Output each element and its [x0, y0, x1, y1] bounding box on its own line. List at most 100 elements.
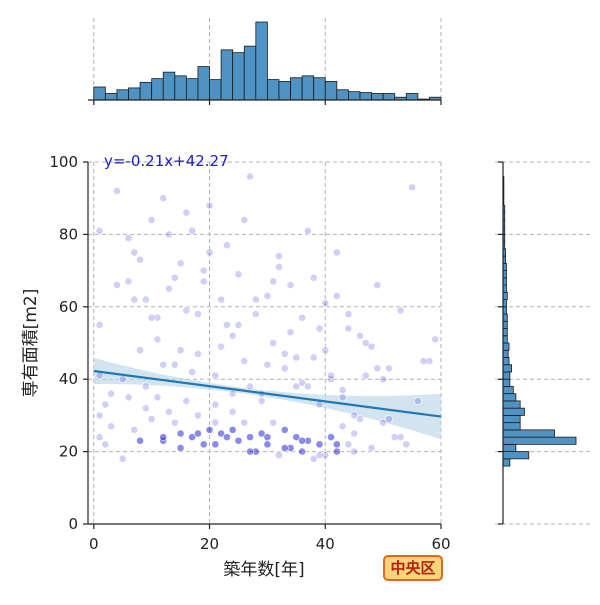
regression-equation: y=-0.21x+42.27	[104, 152, 229, 170]
right-hist-bar	[502, 342, 510, 351]
scatter-point	[188, 433, 197, 442]
scatter-point	[182, 306, 191, 315]
scatter-point	[182, 208, 191, 217]
scatter-point	[165, 284, 173, 293]
scatter-point	[217, 429, 225, 438]
scatter-point	[211, 371, 220, 380]
right-hist-bar	[502, 313, 508, 322]
right-hist-bar	[502, 458, 511, 467]
scatter-point	[246, 172, 254, 181]
scatter-point	[118, 375, 127, 384]
scatter-point	[222, 433, 231, 442]
scatter-point	[275, 252, 283, 261]
scatter-point	[269, 418, 278, 427]
scatter-point	[286, 328, 295, 337]
top-hist-bar	[162, 71, 176, 101]
right-hist-bar	[502, 349, 509, 358]
scatter-point	[153, 335, 162, 344]
grid-lines	[88, 161, 442, 525]
scatter-point	[159, 433, 168, 442]
scatter-point	[124, 277, 133, 286]
x-tick-label: 0	[89, 535, 99, 553]
right-hist-bar	[502, 378, 511, 387]
scatter-point	[332, 440, 341, 449]
top-hist-bar	[116, 89, 129, 101]
scatter-point	[136, 346, 144, 355]
top-hist-bar	[139, 81, 153, 101]
scatter-point	[124, 393, 133, 402]
scatter-point	[315, 324, 324, 333]
scatter-point	[205, 425, 214, 434]
scatter-point	[251, 295, 260, 304]
scatter-point	[246, 382, 254, 391]
scatter-point	[136, 436, 144, 445]
scatter-point	[269, 339, 278, 347]
scatter-point	[315, 440, 324, 449]
scatter-point	[390, 433, 399, 442]
scatter-point	[292, 353, 301, 362]
scatter-point	[263, 292, 272, 300]
scatter-point	[170, 360, 179, 369]
y-axis-title: 専有面積[m2]	[21, 289, 41, 398]
scatter-point	[327, 433, 335, 442]
scatter-point	[234, 320, 243, 329]
scatter-point	[194, 429, 202, 438]
scatter-point	[118, 454, 127, 463]
scatter-point	[95, 320, 104, 329]
scatter-point	[431, 335, 440, 344]
scatter-point	[147, 415, 156, 423]
scatter-point	[107, 422, 116, 431]
scatter-point	[228, 407, 237, 416]
scatter-point	[211, 418, 220, 427]
right-hist-bar	[502, 422, 521, 431]
y-tick-label: 40	[59, 370, 78, 388]
scatter-point	[344, 440, 353, 449]
scatter-point	[182, 397, 191, 405]
scatter-point	[413, 397, 422, 405]
scatter-point	[95, 226, 104, 235]
scatter-point	[141, 382, 150, 391]
top-histogram	[88, 18, 442, 105]
scatter-point	[222, 241, 231, 250]
scatter-point	[280, 444, 289, 452]
scatter-point	[298, 378, 307, 387]
scatter-point	[170, 273, 179, 282]
scatter-point	[321, 451, 330, 460]
scatter-point	[141, 404, 150, 413]
scatter-point	[188, 226, 197, 235]
y-tick-label: 0	[68, 515, 78, 533]
scatter-point	[251, 310, 260, 318]
top-hist-bar	[348, 91, 361, 101]
scatter-point	[338, 393, 347, 402]
y-tick-label: 80	[59, 225, 78, 243]
scatter-point	[107, 389, 116, 398]
scatter-point	[199, 440, 208, 449]
scatter-point	[194, 411, 202, 420]
scatter-point	[298, 313, 307, 322]
scatter-point	[373, 281, 382, 289]
scatter-point	[234, 436, 243, 445]
scatter-point	[356, 331, 364, 340]
scatter-point	[309, 353, 318, 362]
top-hist-bar	[313, 77, 326, 101]
scatter-point	[234, 270, 243, 279]
scatter-point	[95, 433, 104, 442]
top-hist-bar	[232, 52, 245, 101]
top-hist-bar	[371, 93, 384, 101]
top-hist-bar	[93, 86, 106, 101]
scatter-point	[350, 429, 359, 438]
scatter-point	[211, 400, 220, 409]
top-hist-bar	[185, 78, 199, 101]
scatter-point	[275, 263, 283, 271]
right-hist-bar	[502, 357, 510, 366]
scatter-point	[298, 436, 307, 445]
scatter-point	[124, 234, 133, 242]
right-hist-bar	[502, 393, 517, 402]
scatter-point	[350, 447, 359, 456]
scatter-point	[304, 226, 312, 235]
scatter-point	[396, 433, 405, 442]
top-hist-bar	[336, 89, 349, 101]
scatter-point	[379, 375, 388, 384]
scatter-point	[188, 368, 197, 376]
